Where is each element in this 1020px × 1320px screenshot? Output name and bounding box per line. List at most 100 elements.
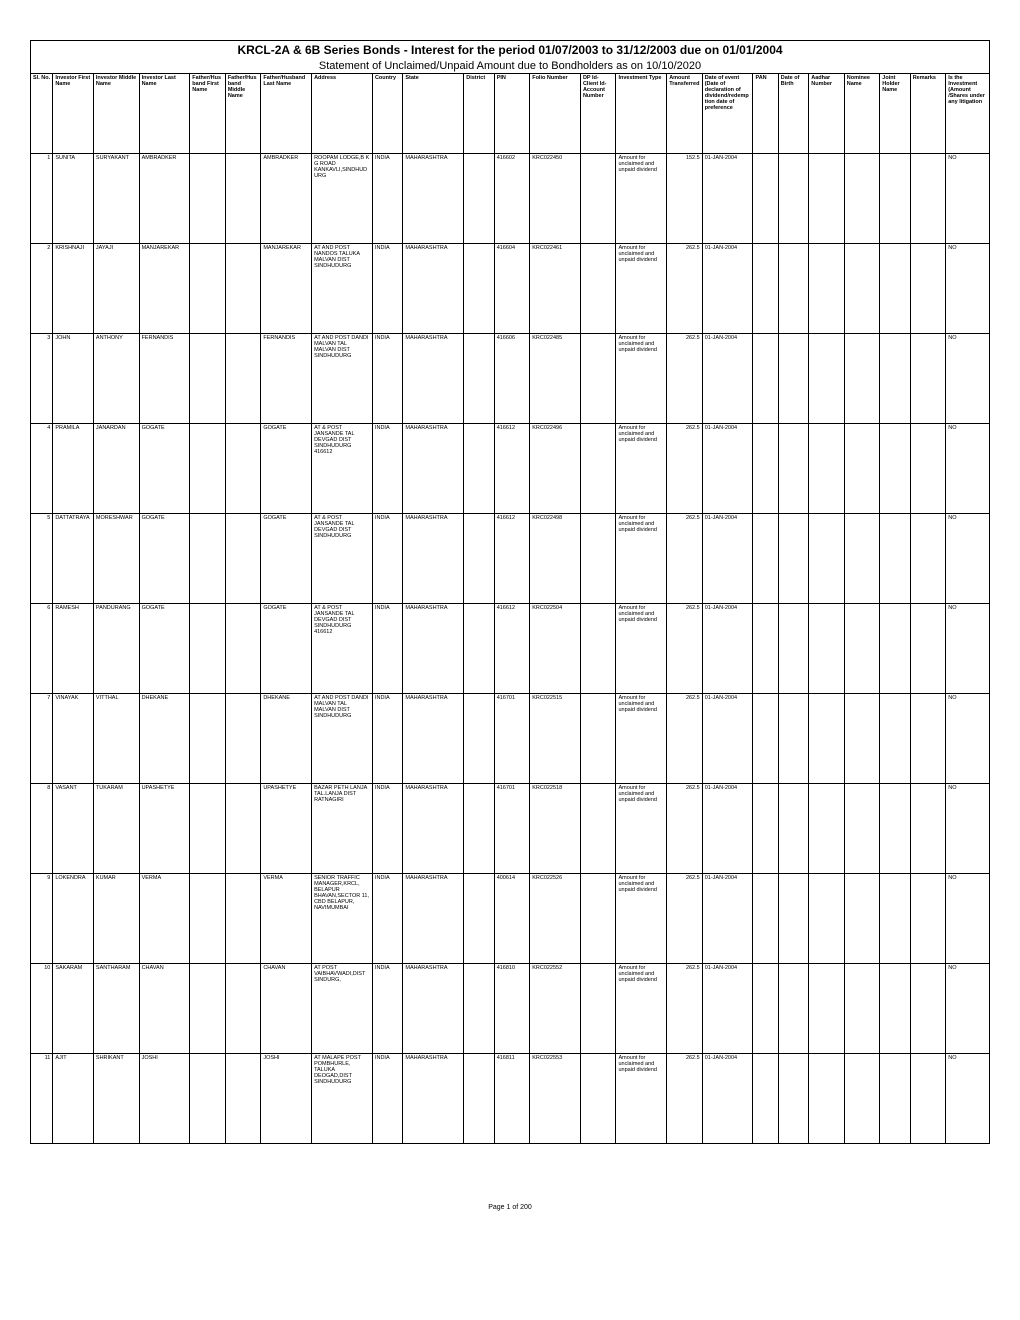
table-cell [809,874,845,964]
table-cell: INDIA [372,244,402,334]
table-cell [809,244,845,334]
table-cell: MAHARASHTRA [403,784,464,874]
table-cell: AT POST VAIBHAVWADI,DIST SINDURG, [312,964,373,1054]
table-cell [880,514,910,604]
table-cell [880,964,910,1054]
table-cell: MAHARASHTRA [403,154,464,244]
table-cell [190,694,226,784]
table-cell: INDIA [372,694,402,784]
table-cell: GOGATE [261,514,312,604]
table-cell [809,1054,845,1144]
table-cell: JOHN [53,334,94,424]
table-cell [580,694,616,784]
table-cell [844,424,880,514]
column-header: Investment Type [616,74,667,154]
table-cell [880,1054,910,1144]
table-cell [753,334,778,424]
table-cell [778,964,808,1054]
table-cell [778,154,808,244]
table-cell: NO [946,784,990,874]
table-cell: 8 [31,784,53,874]
table-cell: 6 [31,604,53,694]
table-cell [580,604,616,694]
table-cell: NO [946,154,990,244]
table-cell: MANJAREKAR [261,244,312,334]
table-cell: 416612 [494,424,530,514]
table-cell: ROOPAM LODGE,B K G ROAD KANKAVLI,SINDHUD… [312,154,373,244]
table-cell: NO [946,874,990,964]
table-cell: GOGATE [139,604,190,694]
table-cell: Amount for unclaimed and unpaid dividend [616,514,667,604]
column-header: Date of event (Date of declaration of di… [702,74,753,154]
table-cell: MAHARASHTRA [403,424,464,514]
table-cell: 262.5 [667,874,703,964]
column-header: Folio Number [530,74,581,154]
table-cell [910,964,946,1054]
table-cell [190,244,226,334]
table-cell: 416701 [494,784,530,874]
table-cell [464,1054,494,1144]
table-cell [464,874,494,964]
table-cell [910,514,946,604]
table-cell [225,964,261,1054]
table-cell [778,604,808,694]
table-cell: 01-JAN-2004 [702,1054,753,1144]
table-cell: SAKARAM [53,964,94,1054]
table-cell: 01-JAN-2004 [702,244,753,334]
table-cell [844,874,880,964]
table-cell: GOGATE [139,424,190,514]
table-cell [190,424,226,514]
table-cell: KRC022498 [530,514,581,604]
table-header-row: Sl. No.Investor First NameInvestor Middl… [31,74,990,154]
table-row: 11AJITSHRIKANTJOSHIJOSHIAT MALAPE POST P… [31,1054,990,1144]
table-row: 9LOKENDRAKUMARVERMAVERMASENIOR TRAFFIC M… [31,874,990,964]
table-cell: JAYAJI [93,244,139,334]
table-cell: Amount for unclaimed and unpaid dividend [616,694,667,784]
table-cell [880,244,910,334]
table-cell [225,784,261,874]
table-cell: MORESHWAR [93,514,139,604]
table-cell [778,784,808,874]
table-cell [809,784,845,874]
table-cell: 11 [31,1054,53,1144]
table-cell: INDIA [372,424,402,514]
table-cell [464,154,494,244]
table-cell [580,154,616,244]
table-cell: 01-JAN-2004 [702,334,753,424]
table-cell: CHAVAN [261,964,312,1054]
table-cell [225,694,261,784]
table-cell: Amount for unclaimed and unpaid dividend [616,604,667,694]
table-cell: VITTHAL [93,694,139,784]
table-cell [844,604,880,694]
table-cell: JOSHI [139,1054,190,1144]
table-cell: 01-JAN-2004 [702,424,753,514]
table-cell [809,424,845,514]
table-cell: MAHARASHTRA [403,1054,464,1144]
table-row: 3JOHNANTHONYFERNANDISFERNANDISAT AND POS… [31,334,990,424]
table-cell [880,334,910,424]
table-cell: VERMA [261,874,312,964]
table-cell [778,694,808,784]
table-cell: NO [946,334,990,424]
table-cell [225,1054,261,1144]
table-cell [778,514,808,604]
table-row: 2KRISHNAJIJAYAJIMANJAREKARMANJAREKARAT A… [31,244,990,334]
table-cell: 2 [31,244,53,334]
table-cell: Amount for unclaimed and unpaid dividend [616,874,667,964]
table-cell [753,424,778,514]
table-cell: KRC022485 [530,334,581,424]
column-header: Investor Last Name [139,74,190,154]
column-header: Country [372,74,402,154]
table-cell: NO [946,604,990,694]
table-cell [809,604,845,694]
table-cell: INDIA [372,784,402,874]
table-cell: FERNANDIS [261,334,312,424]
table-cell [753,514,778,604]
table-cell [190,334,226,424]
table-cell [190,154,226,244]
table-cell: 416810 [494,964,530,1054]
table-cell: 262.5 [667,424,703,514]
column-header: Is the Investment (Amount /Shares under … [946,74,990,154]
table-cell [580,1054,616,1144]
table-cell: 416602 [494,154,530,244]
